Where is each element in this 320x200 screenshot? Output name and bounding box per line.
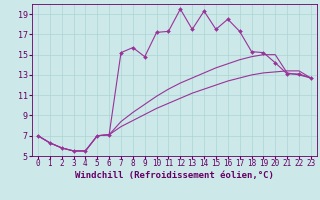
X-axis label: Windchill (Refroidissement éolien,°C): Windchill (Refroidissement éolien,°C) (75, 171, 274, 180)
